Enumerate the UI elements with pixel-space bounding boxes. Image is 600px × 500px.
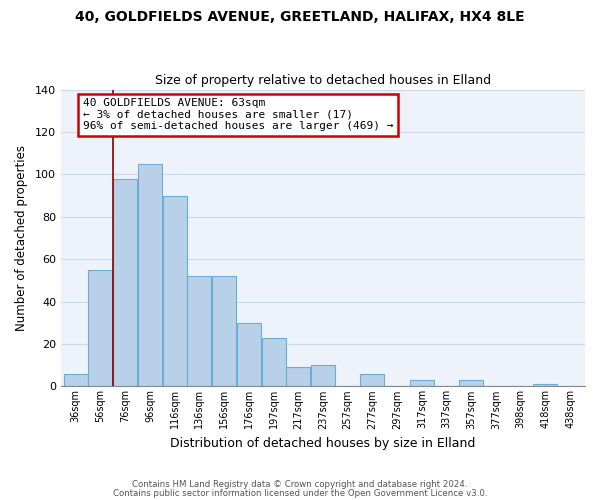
Bar — [113, 178, 137, 386]
Bar — [163, 196, 187, 386]
Bar — [237, 323, 261, 386]
Title: Size of property relative to detached houses in Elland: Size of property relative to detached ho… — [155, 74, 491, 87]
Bar — [187, 276, 211, 386]
Bar — [286, 368, 310, 386]
Bar — [88, 270, 112, 386]
X-axis label: Distribution of detached houses by size in Elland: Distribution of detached houses by size … — [170, 437, 476, 450]
Bar — [212, 276, 236, 386]
Bar — [361, 374, 385, 386]
Text: 40 GOLDFIELDS AVENUE: 63sqm
← 3% of detached houses are smaller (17)
96% of semi: 40 GOLDFIELDS AVENUE: 63sqm ← 3% of deta… — [83, 98, 393, 131]
Bar — [533, 384, 557, 386]
Text: Contains public sector information licensed under the Open Government Licence v3: Contains public sector information licen… — [113, 488, 487, 498]
Y-axis label: Number of detached properties: Number of detached properties — [15, 145, 28, 331]
Bar — [138, 164, 162, 386]
Bar — [311, 365, 335, 386]
Bar — [459, 380, 483, 386]
Bar — [410, 380, 434, 386]
Bar — [64, 374, 88, 386]
Text: 40, GOLDFIELDS AVENUE, GREETLAND, HALIFAX, HX4 8LE: 40, GOLDFIELDS AVENUE, GREETLAND, HALIFA… — [75, 10, 525, 24]
Bar — [262, 338, 286, 386]
Text: Contains HM Land Registry data © Crown copyright and database right 2024.: Contains HM Land Registry data © Crown c… — [132, 480, 468, 489]
